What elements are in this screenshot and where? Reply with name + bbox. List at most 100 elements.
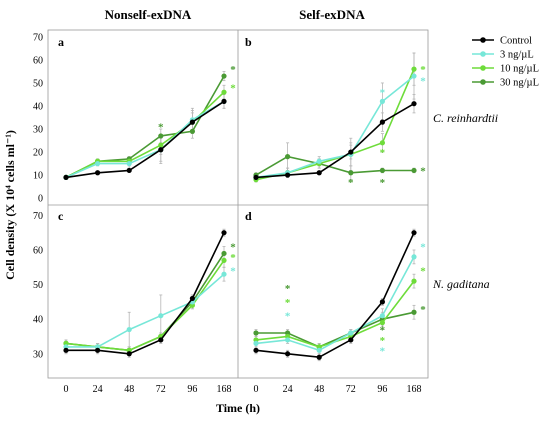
data-point	[411, 230, 417, 236]
row-label-gaditana: N. gaditana	[432, 277, 490, 291]
significance-asterisk: *	[380, 345, 386, 357]
data-point	[316, 170, 322, 176]
series-line	[255, 155, 414, 176]
y-tick-label: 20	[33, 148, 43, 159]
data-point	[379, 299, 385, 305]
significance-asterisk: *	[420, 304, 426, 316]
data-point	[348, 337, 354, 343]
significance-asterisk: *	[420, 76, 426, 88]
series-line	[255, 103, 415, 179]
panel-a: 0 10 20 30 40 50 60 70 * * *	[33, 32, 236, 204]
x-tick-label: 48	[124, 384, 134, 395]
data-point	[316, 347, 322, 353]
y-tick-label: 70	[33, 32, 43, 43]
data-point	[379, 119, 385, 125]
data-point	[63, 347, 69, 353]
data-point	[221, 250, 227, 257]
data-point	[379, 140, 385, 146]
series-line	[66, 232, 225, 355]
significance-asterisk: *	[230, 266, 236, 278]
x-tick-label: 0	[64, 384, 69, 395]
data-point	[316, 354, 322, 360]
significance-asterisk: *	[420, 165, 426, 177]
y-tick-label: 30	[33, 349, 43, 360]
significance-asterisk: *	[230, 252, 236, 264]
data-point	[253, 330, 259, 336]
panel-label-b: b	[245, 35, 252, 49]
data-point	[348, 149, 354, 155]
y-tick-label: 10	[33, 171, 43, 182]
data-point	[379, 313, 385, 319]
significance-asterisk: *	[420, 242, 426, 254]
significance-asterisk: *	[285, 297, 291, 309]
series-line	[65, 100, 225, 179]
data-point	[126, 326, 132, 333]
y-tick-label: 60	[33, 245, 43, 256]
data-point	[379, 167, 385, 174]
panel-label-c: c	[58, 209, 64, 223]
legend-label: 30 ng/µL	[500, 78, 539, 89]
data-point	[379, 98, 385, 104]
y-tick-label: 40	[33, 101, 43, 112]
significance-asterisk: *	[285, 311, 291, 323]
data-point	[285, 337, 291, 343]
significance-asterisk: *	[380, 177, 386, 189]
data-point	[285, 154, 291, 160]
series-line	[255, 280, 415, 348]
significance-asterisk: *	[380, 147, 386, 159]
series-line	[255, 256, 415, 352]
row-label-reinhardtii: C. reinhardtii	[433, 111, 498, 125]
data-point	[221, 257, 227, 263]
x-tick-label: 24	[283, 384, 293, 395]
data-point	[158, 133, 164, 139]
x-tick-label: 96	[187, 384, 197, 395]
data-point	[348, 170, 354, 176]
x-tick-label: 168	[407, 384, 422, 395]
x-tick-label: 96	[377, 384, 387, 395]
y-tick-label: 30	[33, 125, 43, 136]
x-tick-label: 72	[346, 384, 356, 395]
data-point	[95, 170, 101, 176]
data-point	[316, 158, 322, 164]
data-point	[411, 73, 417, 79]
series-line	[65, 252, 225, 352]
data-point	[411, 278, 417, 284]
data-point	[411, 254, 417, 260]
y-axis-label: Cell density (X 10⁴ cells ml⁻¹)	[3, 130, 17, 280]
data-point	[189, 128, 195, 134]
significance-asterisk: *	[285, 283, 291, 295]
data-point	[285, 172, 291, 178]
y-tick-label: 40	[33, 315, 43, 326]
y-tick-label: 0	[38, 194, 43, 205]
data-point	[348, 330, 354, 336]
legend-label: 10 ng/µL	[500, 64, 539, 75]
series-line	[255, 75, 415, 179]
data-point	[253, 340, 259, 346]
data-point	[379, 320, 385, 326]
significance-asterisk: *	[230, 242, 236, 254]
data-point	[221, 271, 227, 277]
data-point	[158, 313, 164, 319]
col-title-nonself: Nonself-exDNA	[105, 7, 192, 22]
significance-asterisk: *	[380, 335, 386, 347]
significance-asterisk: *	[230, 64, 236, 76]
data-point	[253, 174, 259, 180]
panel-label-a: a	[58, 35, 64, 49]
data-point	[158, 147, 164, 153]
y-tick-label: 50	[33, 280, 43, 291]
series-line	[256, 311, 415, 348]
data-point	[253, 347, 259, 353]
data-point	[189, 119, 195, 125]
data-point	[221, 230, 227, 236]
y-tick-label: 60	[33, 55, 43, 66]
panel-b: *******	[253, 52, 426, 189]
legend-marker	[480, 65, 486, 71]
legend: Control 3 ng/µL 10 ng/µL 30 ng/µL	[472, 36, 539, 89]
significance-asterisk: *	[380, 87, 386, 99]
x-tick-label: 48	[314, 384, 324, 395]
legend-marker	[480, 79, 486, 85]
data-point	[411, 101, 417, 107]
